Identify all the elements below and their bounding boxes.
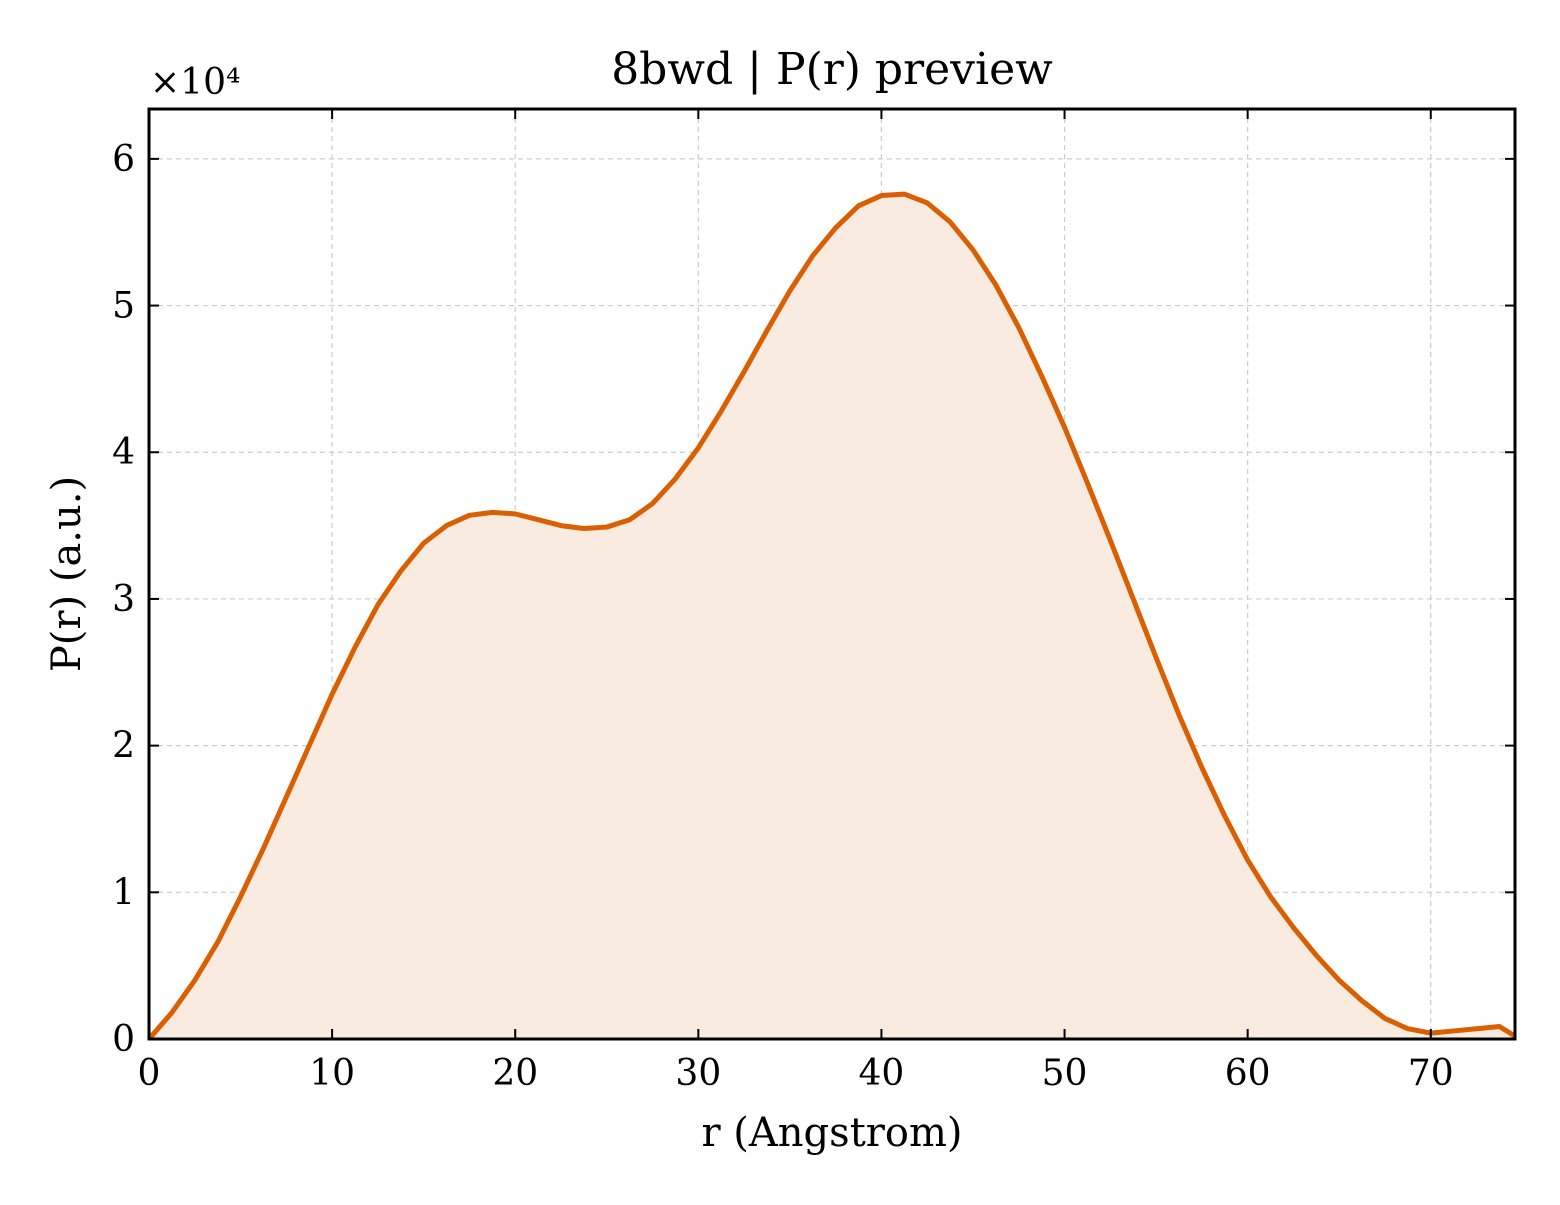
x-tick-label: 50 xyxy=(1042,1053,1088,1094)
x-tick-label: 20 xyxy=(492,1053,538,1094)
tick-labels: 0 10 20 30 40 50 60 70 0 1 2 3 4 5 6 xyxy=(112,139,1454,1094)
y-tick-label: 2 xyxy=(112,726,135,767)
y-tick-label: 5 xyxy=(112,286,135,327)
y-axis-title: P(r) (a.u.) xyxy=(44,476,90,672)
y-tick-label: 0 xyxy=(112,1019,135,1060)
pr-series-line xyxy=(147,191,1517,1041)
x-tick-label: 40 xyxy=(859,1053,905,1094)
x-tick-label: 60 xyxy=(1225,1053,1271,1094)
x-tick-label: 10 xyxy=(309,1053,355,1094)
y-tick-label: 1 xyxy=(112,872,135,913)
pr-area-fill xyxy=(149,194,1515,1039)
y-tick-label: 6 xyxy=(112,139,135,180)
x-tick-label: 70 xyxy=(1408,1053,1454,1094)
y-offset-label: ×10⁴ xyxy=(150,62,240,103)
x-axis-title: r (Angstrom) xyxy=(701,1110,962,1156)
y-tick-label: 4 xyxy=(112,432,135,473)
plot-frame xyxy=(147,107,1517,1041)
y-tick-label: 3 xyxy=(112,579,135,620)
tick-marks xyxy=(148,109,1515,1040)
x-tick-label: 30 xyxy=(675,1053,721,1094)
chart-title: 8bwd | P(r) preview xyxy=(611,44,1053,95)
x-tick-label: 0 xyxy=(138,1053,161,1094)
